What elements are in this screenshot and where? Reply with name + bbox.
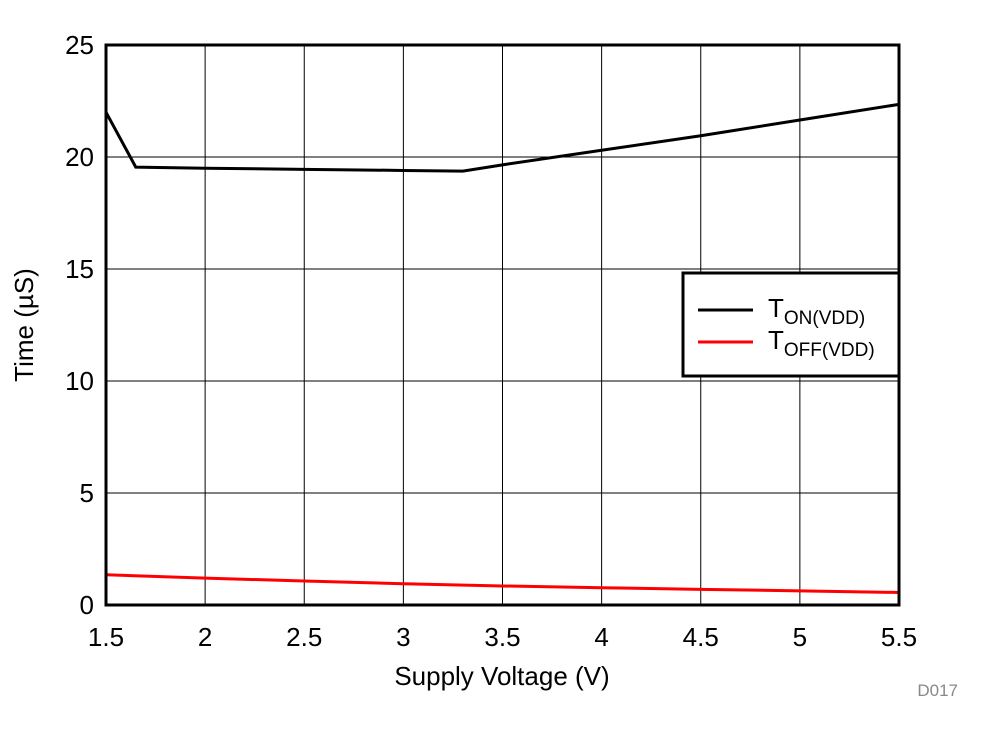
legend-box <box>681 271 901 378</box>
x-tick-label: 3.5 <box>484 622 520 652</box>
y-tick-label: 20 <box>65 142 94 172</box>
x-tick-label: 5.5 <box>881 622 917 652</box>
x-tick-label: 2.5 <box>286 622 322 652</box>
x-tick-label: 4 <box>594 622 608 652</box>
y-tick-label: 0 <box>80 590 94 620</box>
y-tick-label: 10 <box>65 366 94 396</box>
series-line-1 <box>105 573 900 594</box>
x-tick-label: 1.5 <box>88 622 124 652</box>
y-tick-label: 25 <box>65 30 94 60</box>
legend-label: TON(VDD) <box>768 293 865 329</box>
y-axis-label: Time (µS) <box>9 268 39 382</box>
series-line-0 <box>104 102 900 173</box>
y-tick-label: 15 <box>65 254 94 284</box>
grid <box>105 44 900 606</box>
x-axis-label: Supply Voltage (V) <box>394 661 609 691</box>
watermark: D017 <box>917 681 958 700</box>
x-tick-label: 2 <box>198 622 212 652</box>
y-tick-labels: 0 5 10 15 20 25 <box>65 30 94 620</box>
x-tick-label: 5 <box>793 622 807 652</box>
legend: TON(VDD)TOFF(VDD) <box>681 271 901 378</box>
x-tick-label: 4.5 <box>683 622 719 652</box>
y-tick-label: 5 <box>80 478 94 508</box>
legend-label: TOFF(VDD) <box>768 325 875 361</box>
series-lines <box>104 102 900 594</box>
x-tick-label: 3 <box>396 622 410 652</box>
x-tick-labels: 1.5 2 2.5 3 3.5 4 4.5 5 5.5 <box>88 622 917 652</box>
